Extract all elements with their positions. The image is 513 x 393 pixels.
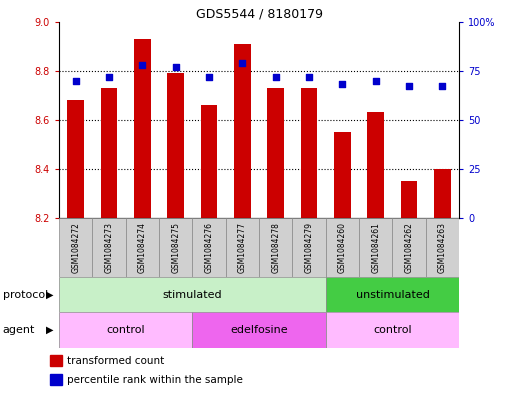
Text: edelfosine: edelfosine (230, 325, 288, 335)
Bar (234, 44, 251, 218)
Text: GSM1084279: GSM1084279 (305, 222, 313, 273)
Title: GDS5544 / 8180179: GDS5544 / 8180179 (195, 7, 323, 20)
Text: control: control (373, 325, 412, 335)
Text: GSM1084278: GSM1084278 (271, 222, 280, 273)
Bar (92, 218, 126, 277)
Bar (326, 218, 359, 277)
Point (371, 77, 380, 84)
Bar (159, 218, 192, 277)
Bar (134, 39, 151, 218)
Bar (434, 169, 451, 218)
Point (71, 77, 80, 84)
Bar (326, 277, 459, 312)
Point (271, 73, 280, 80)
Text: GSM1084261: GSM1084261 (371, 222, 380, 273)
Point (405, 83, 413, 90)
Point (171, 64, 180, 70)
Text: GSM1084274: GSM1084274 (138, 222, 147, 273)
Text: transformed count: transformed count (67, 356, 164, 366)
Bar (201, 105, 218, 218)
Point (105, 73, 113, 80)
Bar (426, 218, 459, 277)
Bar (226, 218, 259, 277)
Text: GSM1084276: GSM1084276 (205, 222, 213, 273)
Bar (401, 181, 418, 218)
Text: ▶: ▶ (46, 325, 54, 335)
Bar (267, 88, 284, 218)
Bar (392, 218, 426, 277)
Point (305, 73, 313, 80)
Bar (126, 218, 159, 277)
Bar (59, 218, 92, 277)
Point (238, 60, 246, 66)
Point (438, 83, 446, 90)
Bar (59, 312, 192, 348)
Text: control: control (106, 325, 145, 335)
Text: percentile rank within the sample: percentile rank within the sample (67, 375, 243, 385)
Bar (292, 218, 326, 277)
Text: stimulated: stimulated (163, 290, 222, 300)
Bar (50, 375, 62, 385)
Bar (301, 88, 318, 218)
Text: protocol: protocol (3, 290, 48, 300)
Bar (67, 100, 84, 218)
Text: GSM1084263: GSM1084263 (438, 222, 447, 273)
Bar (326, 312, 459, 348)
Text: GSM1084272: GSM1084272 (71, 222, 80, 273)
Bar (167, 73, 184, 218)
Text: ▶: ▶ (46, 290, 54, 300)
Point (338, 81, 346, 88)
Bar (50, 355, 62, 366)
Text: GSM1084275: GSM1084275 (171, 222, 180, 273)
Bar (259, 218, 292, 277)
Bar (101, 88, 117, 218)
Text: GSM1084260: GSM1084260 (338, 222, 347, 273)
Text: GSM1084262: GSM1084262 (405, 222, 413, 273)
Bar (192, 312, 326, 348)
Text: GSM1084277: GSM1084277 (238, 222, 247, 273)
Text: GSM1084273: GSM1084273 (105, 222, 113, 273)
Bar (192, 218, 226, 277)
Bar (334, 132, 351, 218)
Point (138, 62, 146, 68)
Point (205, 73, 213, 80)
Text: agent: agent (3, 325, 35, 335)
Text: unstimulated: unstimulated (356, 290, 429, 300)
Bar (367, 112, 384, 218)
Bar (359, 218, 392, 277)
Bar (59, 277, 326, 312)
